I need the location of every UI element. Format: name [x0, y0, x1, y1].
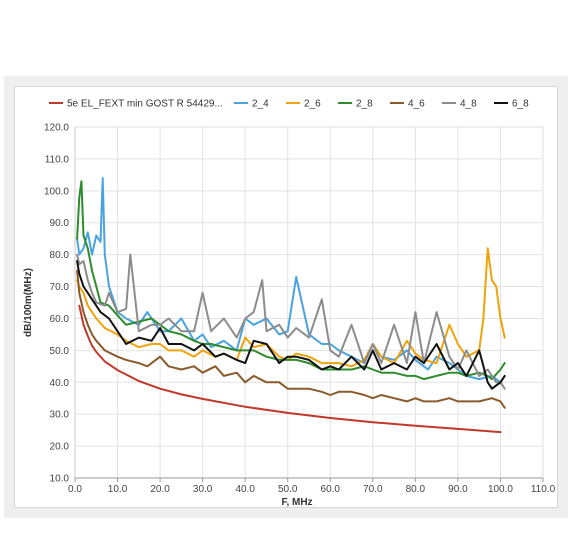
legend-item-2_4: 2_4: [252, 99, 269, 110]
legend-item-5e EL_FEXT min GOST R 54429...: 5e EL_FEXT min GOST R 54429...: [67, 99, 223, 110]
x-tick-label: 110.0: [531, 484, 556, 495]
grid: [74, 126, 544, 482]
x-tick-label: 90.0: [448, 484, 468, 495]
y-tick-label: 10.0: [50, 474, 70, 485]
series-line-4_6: [76, 269, 506, 409]
x-tick-label: 40.0: [235, 484, 255, 495]
series-lines: [76, 177, 506, 434]
x-tick-label: 10.0: [108, 484, 128, 495]
x-tick-label: 50.0: [278, 484, 298, 495]
x-tick-label: 20.0: [150, 484, 170, 495]
y-tick-label: 80.0: [50, 250, 70, 261]
y-tick-label: 50.0: [50, 346, 70, 357]
legend-item-2_6: 2_6: [304, 99, 321, 110]
y-tick-label: 30.0: [50, 410, 70, 421]
x-axis-ticks: 0.0 10.0 20.0 30.0 40.0 50.0 60.0 70.0 80.0 90.0 1…: [68, 484, 556, 495]
line-chart: 5e EL_FEXT min GOST R 54429... 2_4 2_6 2_8 4…: [23, 99, 556, 509]
legend-item-4_8: 4_8: [460, 99, 477, 110]
x-tick-label: 80.0: [406, 484, 426, 495]
y-tick-label: 20.0: [50, 442, 70, 453]
series-line-2_4: [76, 177, 506, 384]
legend-item-2_8: 2_8: [356, 99, 373, 110]
y-tick-label: 60.0: [50, 314, 70, 325]
y-tick-label: 110.0: [45, 154, 70, 165]
y-tick-label: 90.0: [50, 218, 70, 229]
x-tick-label: 0.0: [68, 484, 82, 495]
y-axis-ticks: 10.0 20.0 30.0 40.0 50.0 60.0 70.0 80.0 90.0 100.…: [44, 123, 69, 485]
chart-panel: 5e EL_FEXT min GOST R 54429... 2_4 2_6 2_8 4…: [14, 86, 558, 508]
y-tick-label: 120.0: [44, 123, 69, 134]
series-line-2_6: [76, 247, 506, 368]
y-tick-label: 40.0: [50, 378, 70, 389]
x-tick-label: 100.0: [488, 484, 513, 495]
chart-frame: 5e EL_FEXT min GOST R 54429... 2_4 2_6 2_8 4…: [4, 76, 568, 518]
x-axis-label: F, MHz: [281, 497, 312, 508]
y-tick-label: 70.0: [50, 282, 70, 293]
x-tick-label: 30.0: [193, 484, 213, 495]
series-line-4_8: [76, 253, 506, 390]
series-line-2_8: [76, 180, 506, 381]
legend-item-6_8: 6_8: [512, 99, 529, 110]
series-line-5e EL_FEXT min GOST R 54429...: [78, 304, 502, 434]
legend: 5e EL_FEXT min GOST R 54429... 2_4 2_6 2_8 4…: [49, 99, 529, 110]
x-tick-label: 60.0: [321, 484, 341, 495]
series-line-6_8: [76, 260, 506, 390]
y-tick-label: 100.0: [44, 186, 69, 197]
x-tick-label: 70.0: [363, 484, 383, 495]
legend-item-4_6: 4_6: [408, 99, 425, 110]
y-axis-label: dB/100m(MHz): [23, 268, 34, 337]
